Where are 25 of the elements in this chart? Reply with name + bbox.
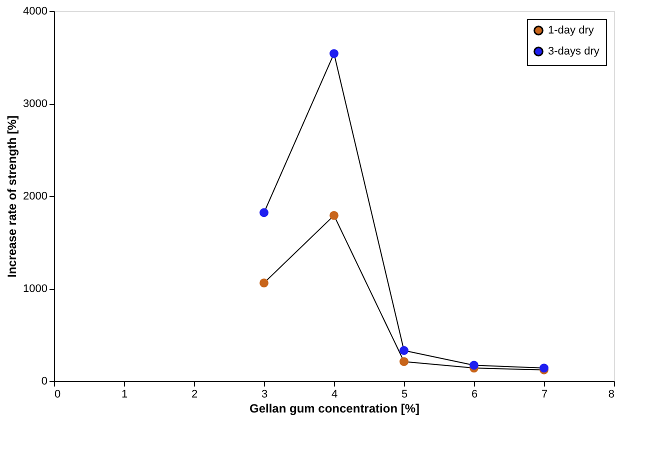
point	[330, 49, 338, 58]
x-tick-label: 1	[121, 388, 128, 400]
y-tick-label: 4000	[23, 6, 48, 18]
legend-label: 3-days dry	[548, 46, 600, 58]
point	[260, 278, 268, 288]
legend-label: 1-day dry	[548, 24, 594, 36]
y-tick-label: 2000	[23, 190, 48, 202]
x-tick-label: 0	[54, 388, 61, 400]
point	[400, 346, 408, 355]
y-tick-label: 1000	[23, 283, 48, 295]
x-tick-label: 5	[401, 388, 408, 400]
point	[400, 357, 408, 366]
y-axis-title: Increase rate of strength [%]	[5, 115, 20, 278]
y-tick-label: 3000	[23, 98, 48, 110]
y-tick-label: 0	[41, 376, 48, 388]
x-tick-label: 6	[471, 388, 478, 400]
x-axis-title: Gellan gum concentration [%]	[249, 402, 420, 416]
x-tick-label: 3	[261, 388, 268, 400]
point	[260, 208, 268, 218]
x-tick-label: 8	[608, 388, 614, 400]
x-tick-label: 4	[331, 388, 338, 400]
point	[470, 360, 478, 370]
x-tick-label: 2	[191, 388, 198, 400]
point	[330, 210, 338, 220]
x-tick-label: 7	[541, 388, 548, 400]
